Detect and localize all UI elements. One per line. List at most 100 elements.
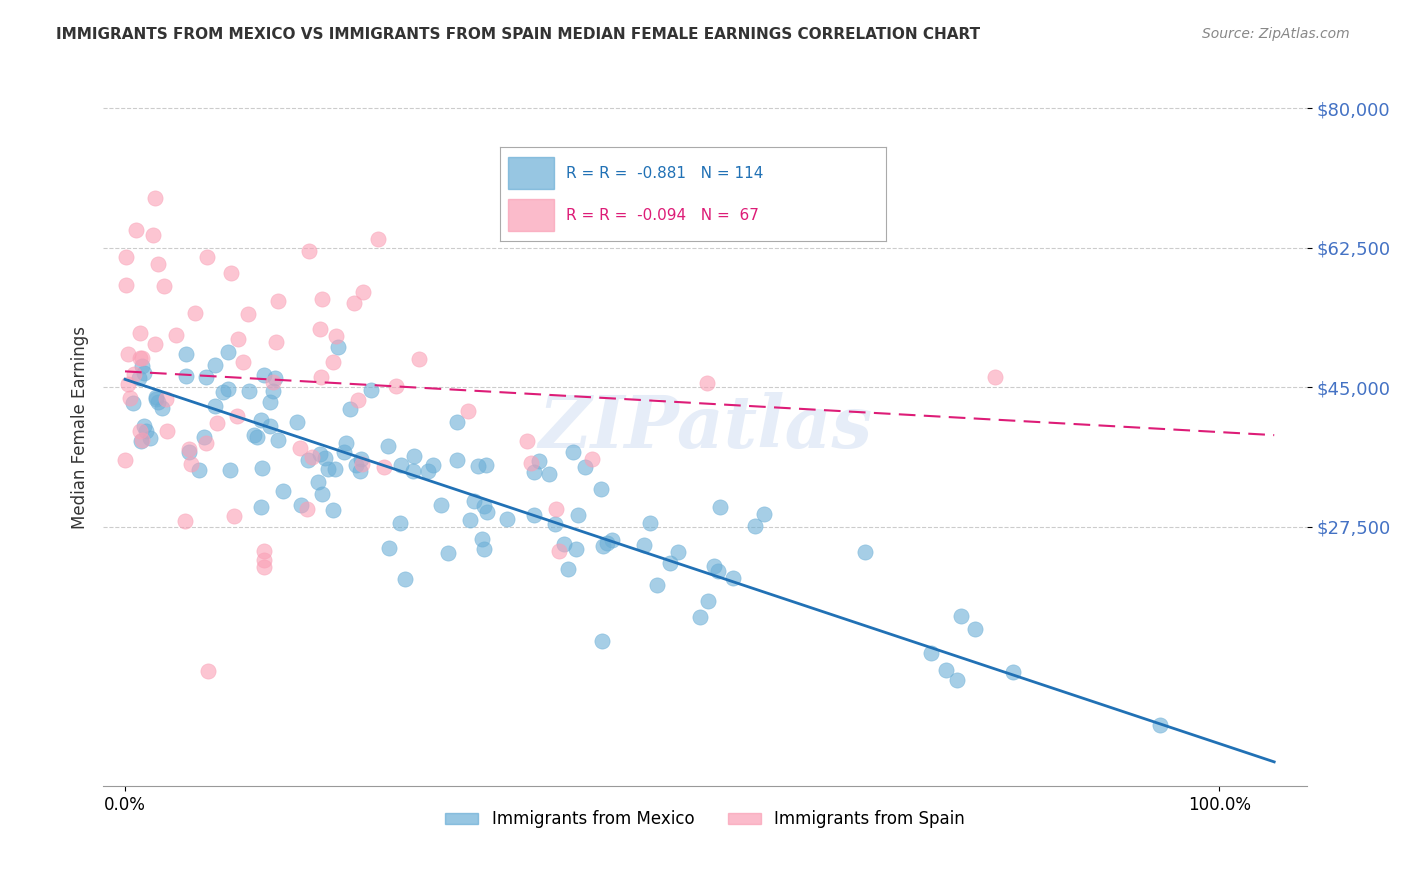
Immigrants from Mexico — [264, 371, 287, 385]
Immigrants from Spain — [125, 222, 148, 236]
Immigrants from Mexico — [267, 434, 290, 448]
Immigrants from Spain — [373, 460, 395, 475]
Immigrants from Spain — [554, 199, 576, 213]
Immigrants from Spain — [984, 370, 1007, 384]
Immigrants from Mexico — [463, 494, 485, 508]
Immigrants from Spain — [155, 392, 177, 407]
Immigrants from Mexico — [416, 464, 439, 478]
Immigrants from Spain — [194, 436, 217, 450]
Immigrants from Mexico — [553, 536, 575, 550]
Immigrants from Mexico — [446, 452, 468, 467]
Immigrants from Spain — [548, 544, 571, 558]
Immigrants from Spain — [325, 329, 347, 343]
Immigrants from Mexico — [394, 572, 416, 586]
Immigrants from Mexico — [246, 430, 269, 444]
Immigrants from Mexico — [946, 673, 969, 688]
Immigrants from Mexico — [259, 419, 281, 434]
Immigrants from Mexico — [314, 451, 336, 466]
Immigrants from Spain — [253, 544, 276, 558]
Immigrants from Spain — [290, 441, 312, 455]
Immigrants from Mexico — [322, 502, 344, 516]
Y-axis label: Median Female Earnings: Median Female Earnings — [72, 326, 89, 529]
Immigrants from Mexico — [1149, 718, 1171, 732]
Immigrants from Mexico — [709, 500, 731, 514]
Immigrants from Spain — [118, 391, 141, 405]
Immigrants from Spain — [115, 278, 138, 293]
Legend: Immigrants from Mexico, Immigrants from Spain: Immigrants from Mexico, Immigrants from … — [439, 804, 972, 835]
Immigrants from Spain — [117, 346, 139, 360]
Immigrants from Mexico — [311, 487, 333, 501]
Immigrants from Mexico — [250, 500, 273, 514]
Immigrants from Mexico — [250, 413, 273, 427]
Immigrants from Mexico — [145, 390, 167, 404]
Immigrants from Mexico — [574, 459, 596, 474]
Immigrants from Mexico — [339, 402, 361, 417]
Immigrants from Spain — [367, 232, 389, 246]
Immigrants from Mexico — [188, 463, 211, 477]
Immigrants from Spain — [145, 191, 167, 205]
Immigrants from Spain — [311, 293, 333, 307]
Immigrants from Mexico — [290, 498, 312, 512]
Immigrants from Mexico — [402, 449, 425, 463]
Immigrants from Spain — [520, 456, 543, 470]
Immigrants from Mexico — [422, 458, 444, 472]
Immigrants from Mexico — [472, 541, 495, 556]
Immigrants from Spain — [131, 433, 153, 447]
Immigrants from Mexico — [472, 499, 495, 513]
Immigrants from Spain — [238, 307, 260, 321]
Immigrants from Mexico — [495, 512, 517, 526]
Immigrants from Mexico — [437, 546, 460, 560]
Immigrants from Spain — [544, 501, 567, 516]
Text: IMMIGRANTS FROM MEXICO VS IMMIGRANTS FROM SPAIN MEDIAN FEMALE EARNINGS CORRELATI: IMMIGRANTS FROM MEXICO VS IMMIGRANTS FRO… — [56, 27, 980, 42]
Text: ZIPatlas: ZIPatlas — [538, 392, 872, 463]
Immigrants from Mexico — [595, 536, 617, 550]
Immigrants from Mexico — [177, 444, 200, 458]
Immigrants from Spain — [408, 351, 430, 366]
Immigrants from Mexico — [567, 508, 589, 522]
Immigrants from Mexico — [271, 483, 294, 498]
Immigrants from Spain — [457, 404, 479, 418]
Immigrants from Spain — [177, 442, 200, 456]
Immigrants from Mexico — [697, 594, 720, 608]
Immigrants from Mexico — [138, 431, 160, 445]
Immigrants from Mexico — [935, 663, 957, 677]
Immigrants from Mexico — [446, 415, 468, 429]
Immigrants from Spain — [309, 370, 332, 384]
Immigrants from Spain — [197, 664, 219, 678]
Immigrants from Spain — [122, 367, 145, 381]
Immigrants from Mexico — [1001, 665, 1024, 680]
Immigrants from Mexico — [335, 436, 357, 450]
Immigrants from Spain — [207, 416, 229, 430]
Immigrants from Spain — [129, 326, 152, 341]
Immigrants from Spain — [267, 293, 290, 308]
Immigrants from Mexico — [128, 371, 150, 385]
Immigrants from Spain — [131, 351, 153, 365]
Immigrants from Spain — [129, 351, 152, 366]
Immigrants from Mexico — [262, 384, 284, 398]
Immigrants from Mexico — [150, 401, 173, 416]
Immigrants from Spain — [298, 244, 321, 259]
Immigrants from Spain — [516, 434, 538, 448]
Immigrants from Spain — [221, 266, 243, 280]
Immigrants from Spain — [262, 375, 284, 389]
Immigrants from Spain — [232, 354, 254, 368]
Immigrants from Mexico — [659, 556, 682, 570]
Immigrants from Mexico — [470, 533, 492, 547]
Immigrants from Mexico — [377, 439, 399, 453]
Immigrants from Spain — [117, 376, 139, 391]
Immigrants from Spain — [195, 250, 218, 264]
Immigrants from Spain — [226, 332, 249, 346]
Immigrants from Mexico — [204, 359, 226, 373]
Immigrants from Spain — [253, 559, 276, 574]
Immigrants from Mexico — [522, 508, 544, 522]
Immigrants from Mexico — [316, 461, 339, 475]
Immigrants from Mexico — [853, 545, 876, 559]
Immigrants from Spain — [174, 514, 197, 528]
Immigrants from Mexico — [965, 622, 987, 636]
Immigrants from Mexico — [132, 418, 155, 433]
Immigrants from Mexico — [238, 384, 260, 399]
Immigrants from Mexico — [458, 513, 481, 527]
Immigrants from Mexico — [174, 368, 197, 383]
Immigrants from Mexico — [135, 425, 157, 439]
Immigrants from Mexico — [243, 428, 266, 442]
